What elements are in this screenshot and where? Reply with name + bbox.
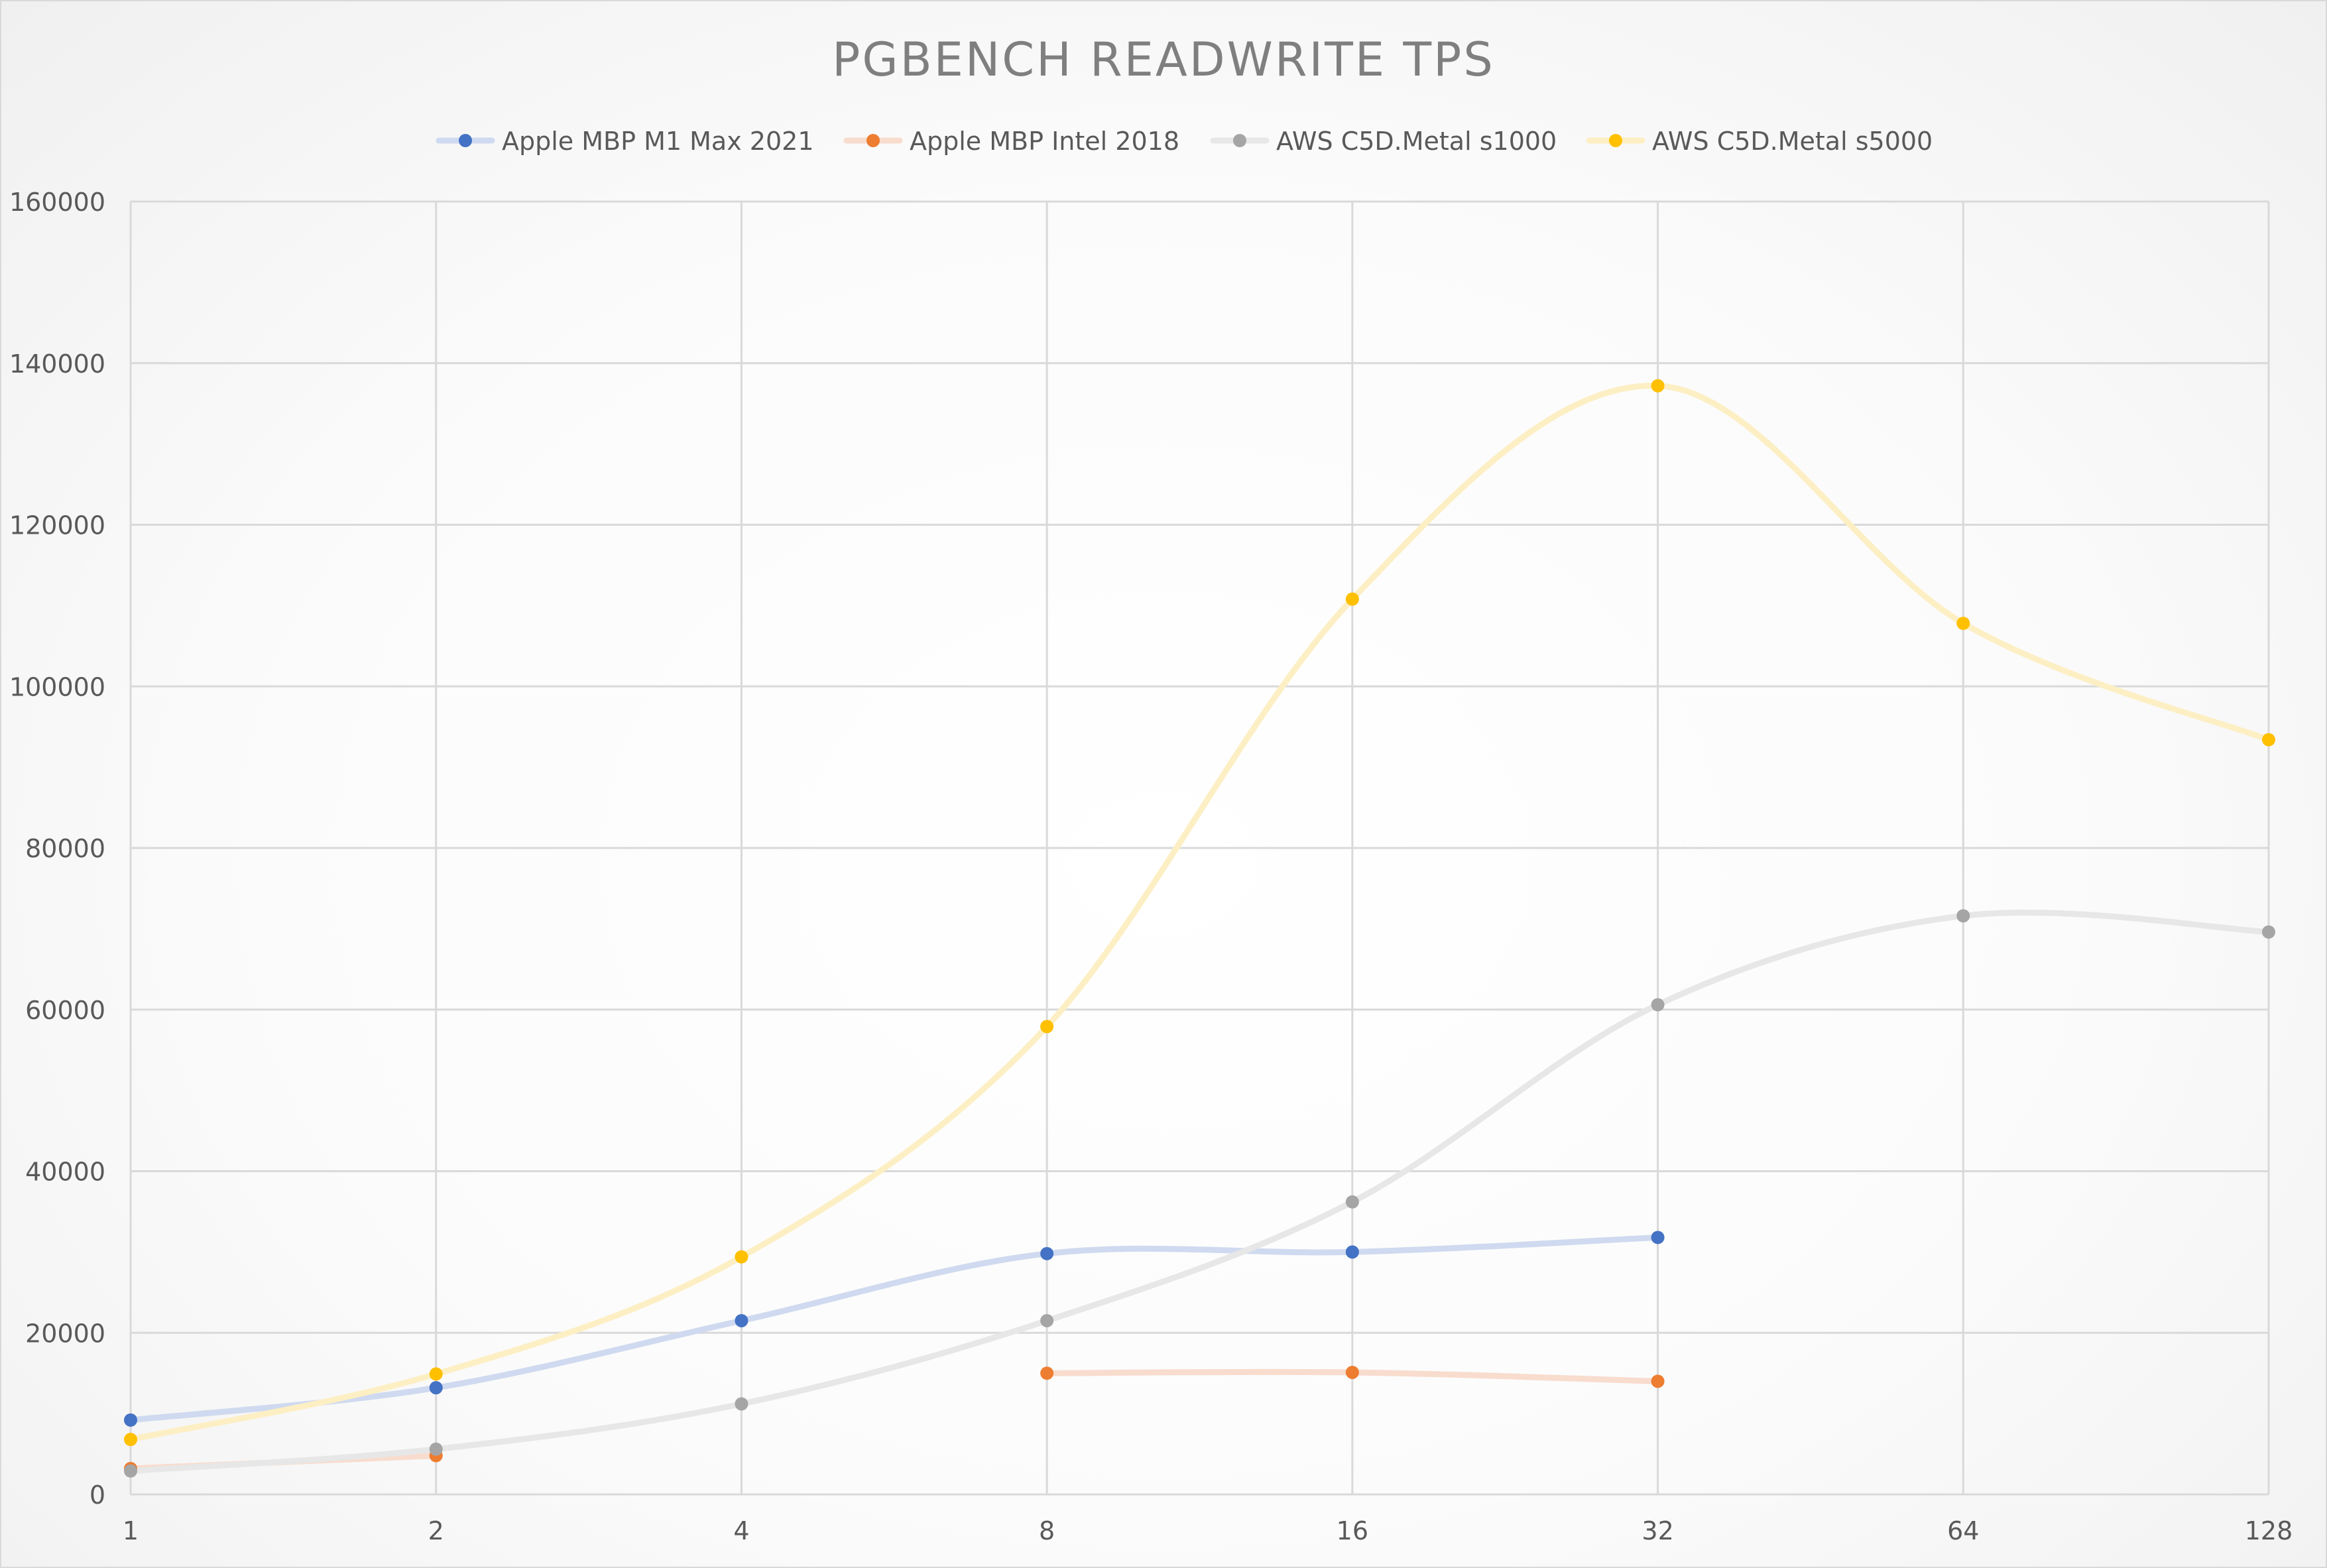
series-line-3 (127, 383, 2272, 1443)
data-point-series-0 (429, 1381, 443, 1395)
series-points (124, 379, 2275, 1478)
x-tick-label: 64 (1947, 1516, 1979, 1545)
data-point-series-3 (124, 1433, 137, 1447)
data-point-series-0 (1651, 1231, 1665, 1244)
series-lines (127, 383, 2272, 1475)
x-tick-label: 1 (123, 1516, 139, 1545)
x-tick-label: 4 (733, 1516, 749, 1545)
data-point-series-0 (1345, 1245, 1359, 1259)
legend-item-3: AWS C5D.Metal s5000 (1586, 127, 1933, 156)
data-point-series-0 (1040, 1246, 1054, 1260)
data-point-series-3 (735, 1250, 748, 1264)
series-line-2 (127, 909, 2272, 1475)
grid (129, 200, 2270, 1496)
y-tick-label: 20000 (25, 1319, 105, 1348)
y-tick-label: 60000 (25, 996, 105, 1025)
data-point-series-2 (735, 1397, 748, 1411)
legend-label: AWS C5D.Metal s5000 (1652, 127, 1933, 156)
data-point-series-1 (1040, 1366, 1054, 1380)
legend: Apple MBP M1 Max 2021 Apple MBP Intel 201… (436, 127, 1933, 156)
series-line-0 (127, 1234, 1661, 1423)
x-tick-label: 32 (1641, 1516, 1673, 1545)
x-tick-label: 8 (1039, 1516, 1055, 1545)
y-tick-label: 120000 (9, 511, 105, 540)
data-point-series-2 (1956, 909, 1970, 923)
x-axis-ticks: 1 2 4 8 16 32 64 128 (123, 1516, 2293, 1545)
data-point-series-2 (2262, 925, 2275, 939)
data-point-series-2 (429, 1442, 443, 1456)
y-tick-label: 40000 (25, 1158, 105, 1187)
legend-item-1: Apple MBP Intel 2018 (843, 127, 1179, 156)
data-point-series-3 (1956, 617, 1970, 631)
legend-label: Apple MBP M1 Max 2021 (502, 127, 814, 156)
legend-marker-icon (866, 134, 880, 147)
data-point-series-0 (735, 1313, 748, 1327)
data-point-series-3 (1651, 379, 1665, 392)
data-point-series-0 (124, 1413, 137, 1427)
legend-item-0: Apple MBP M1 Max 2021 (436, 127, 814, 156)
data-point-series-2 (1345, 1195, 1359, 1209)
y-axis-ticks: 0 20000 40000 60000 80000 100000 120000 140000 1… (9, 188, 105, 1510)
legend-label: AWS C5D.Metal s1000 (1276, 127, 1557, 156)
y-tick-label: 140000 (9, 349, 105, 379)
data-point-series-3 (2262, 733, 2275, 747)
chart-title: PGBENCH READWRITE TPS (832, 32, 1495, 87)
data-point-series-2 (1040, 1313, 1054, 1327)
legend-marker-icon (1233, 134, 1246, 147)
y-tick-label: 100000 (9, 672, 105, 701)
legend-item-2: AWS C5D.Metal s1000 (1210, 127, 1557, 156)
y-tick-label: 160000 (9, 188, 105, 217)
x-tick-label: 128 (2245, 1516, 2293, 1545)
legend-marker-icon (1609, 134, 1622, 147)
x-tick-label: 2 (428, 1516, 444, 1545)
data-point-series-1 (1651, 1374, 1665, 1388)
data-point-series-1 (1345, 1365, 1359, 1379)
y-tick-label: 80000 (25, 834, 105, 863)
data-point-series-3 (1040, 1020, 1054, 1034)
data-point-series-2 (124, 1464, 137, 1478)
legend-label: Apple MBP Intel 2018 (910, 127, 1179, 156)
data-point-series-2 (1651, 998, 1665, 1012)
data-point-series-3 (429, 1367, 443, 1381)
y-tick-label: 0 (90, 1480, 105, 1510)
legend-marker-icon (459, 134, 472, 147)
x-tick-label: 16 (1337, 1516, 1368, 1545)
data-point-series-3 (1345, 592, 1359, 606)
